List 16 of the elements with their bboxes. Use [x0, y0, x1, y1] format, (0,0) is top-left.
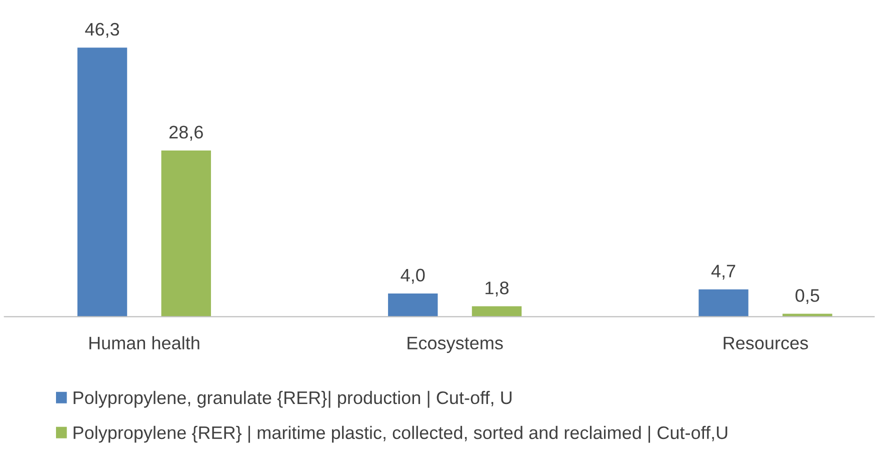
x-tick-label: Human health — [89, 336, 200, 350]
bar — [698, 289, 748, 317]
data-label: 4,0 — [400, 268, 425, 284]
bar — [161, 150, 211, 317]
data-label: 1,8 — [486, 282, 509, 296]
data-label: 28,6 — [169, 126, 203, 141]
x-tick-label: Resources — [724, 336, 808, 350]
bar — [472, 306, 522, 317]
bar — [388, 293, 438, 317]
data-label: 4,7 — [711, 264, 736, 280]
legend-label: Polypropylene, granulate {RER}| production | Cut-off, U — [74, 390, 512, 408]
legend-label: Polypropylene {RER} | maritime plastic, collected, sorted and reclaimed | Cut-off,U — [74, 426, 728, 443]
data-label: 0,5 — [796, 289, 820, 304]
bar — [77, 48, 128, 317]
data-label: 46,3 — [85, 22, 120, 38]
x-tick-label: Ecosystems — [408, 336, 503, 353]
